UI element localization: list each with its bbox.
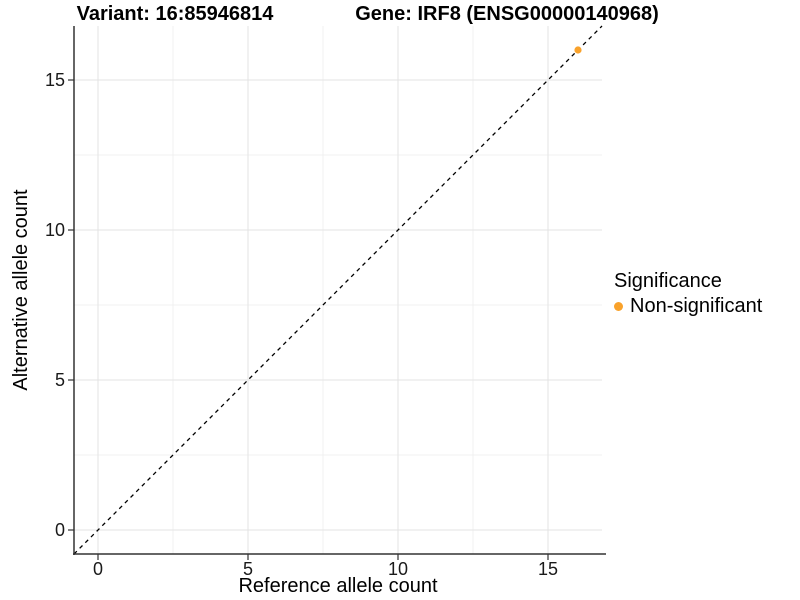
x-tick-label: 0 bbox=[93, 559, 103, 579]
legend-point-swatch-icon bbox=[614, 301, 623, 311]
y-axis-title: Alternative allele count bbox=[10, 189, 32, 391]
legend-title: Significance bbox=[614, 270, 722, 292]
identity-line bbox=[73, 25, 603, 555]
y-tick-label: 15 bbox=[45, 70, 65, 90]
y-tick-label: 0 bbox=[55, 520, 65, 540]
x-tick-label: 15 bbox=[538, 559, 558, 579]
y-tick-label: 5 bbox=[55, 370, 65, 390]
x-tick-label: 10 bbox=[388, 559, 408, 579]
legend: Significance Non-significant bbox=[614, 270, 762, 317]
legend-item-label: Non-significant bbox=[630, 295, 763, 317]
x-axis-title: Reference allele count bbox=[238, 575, 438, 597]
plot-title-variant: Variant: 16:85946814 bbox=[76, 3, 274, 25]
plot-title-gene: Gene: IRF8 (ENSG00000140968) bbox=[355, 3, 659, 25]
y-tick-label: 10 bbox=[45, 220, 65, 240]
data-point bbox=[574, 46, 582, 54]
x-tick-label: 5 bbox=[243, 559, 253, 579]
legend-item: Non-significant bbox=[614, 295, 762, 317]
